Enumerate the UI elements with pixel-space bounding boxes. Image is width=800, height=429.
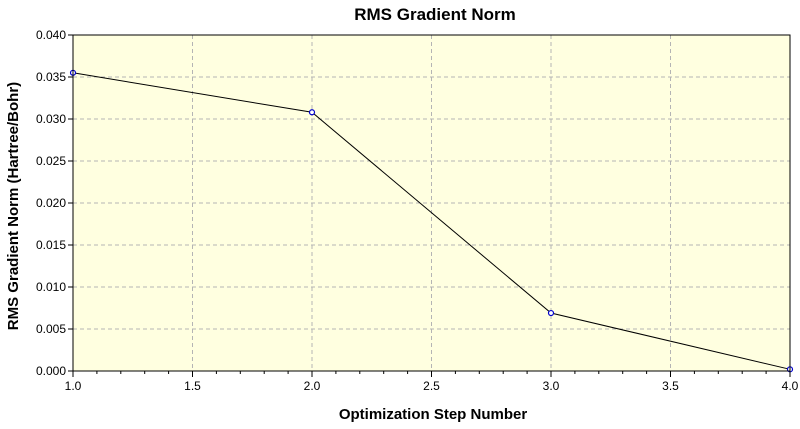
y-tick-label: 0.015 (36, 238, 66, 252)
x-tick-label: 1.0 (65, 379, 82, 393)
data-point (308, 109, 316, 116)
chart-title: RMS Gradient Norm (354, 5, 516, 24)
y-tick-label: 0.035 (36, 70, 66, 84)
series-line (72, 72, 791, 370)
x-tick-label: 1.5 (184, 379, 201, 393)
grid (73, 35, 790, 371)
y-tick-label: 0.005 (36, 322, 66, 336)
ticks: 1.0 1.5 2.0 2.5 3.0 3.5 4.0 0.000 0.005 0.010 0.01… (36, 28, 799, 393)
x-tick-label: 3.5 (662, 379, 679, 393)
y-tick-label: 0.030 (36, 112, 66, 126)
y-tick-label: 0.010 (36, 280, 66, 294)
x-tick-label: 4.0 (782, 379, 799, 393)
x-tick-label: 3.0 (543, 379, 560, 393)
y-tick-label: 0.020 (36, 196, 66, 210)
x-tick-label: 2.5 (423, 379, 440, 393)
x-axis-label: Optimization Step Number (339, 406, 528, 423)
y-tick-label: 0.000 (36, 364, 66, 378)
y-axis-label: RMS Gradient Norm (Hartree/Bohr) (5, 82, 22, 330)
y-tick-label: 0.040 (36, 28, 66, 42)
x-tick-label: 2.0 (304, 379, 321, 393)
y-tick-label: 0.025 (36, 154, 66, 168)
data-point (547, 309, 555, 317)
